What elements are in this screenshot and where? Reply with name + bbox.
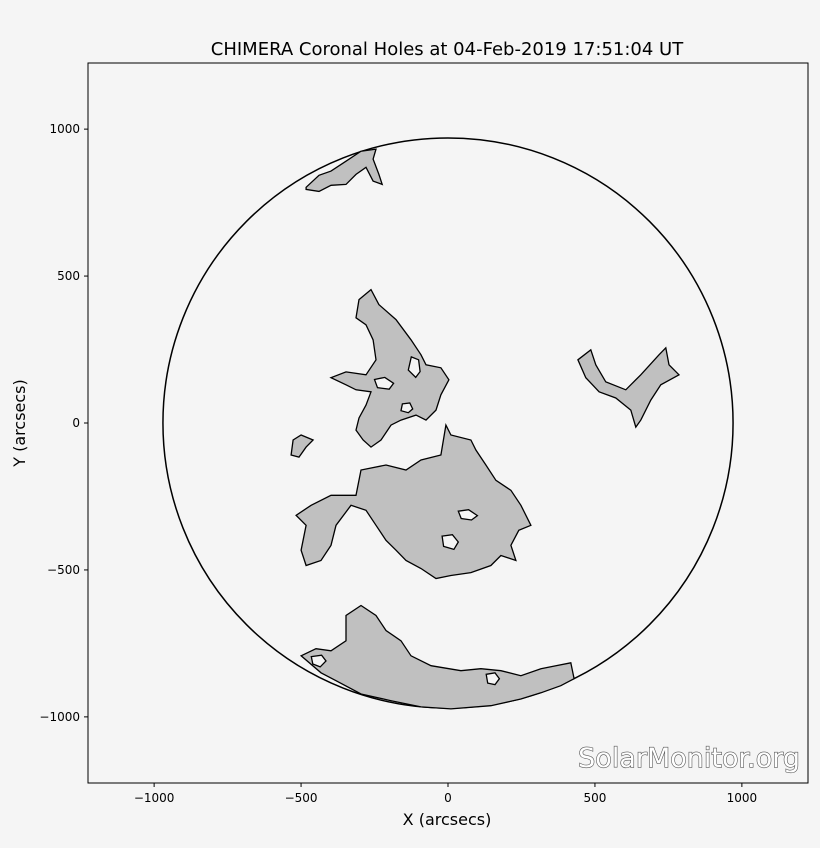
coronal-hole [290,434,315,458]
plot-frame [87,62,809,784]
coronal-hole [305,148,384,193]
x-tick-label: 0 [444,791,452,805]
watermark: SolarMonitor.org [578,743,800,774]
coronal-hole-gap [400,402,414,414]
y-tick-label: −1000 [39,710,80,724]
chart-title: CHIMERA Coronal Holes at 04-Feb-2019 17:… [211,39,684,60]
coronal-hole [577,346,681,429]
x-tick-label: 500 [583,791,606,805]
x-tick-label: −1000 [134,791,175,805]
y-axis-label: Y (arcsecs) [10,379,29,467]
y-tick-label: 500 [57,269,80,283]
coronal-hole [299,604,575,710]
x-axis-label: X (arcsecs) [403,810,492,829]
x-tick-label: 1000 [727,791,758,805]
y-tick-label: −500 [47,563,80,577]
coronal-hole-gap [373,376,395,390]
x-tick-label: −500 [285,791,318,805]
coronal-hole-gap [457,509,479,521]
coronal-hole [295,423,532,580]
y-tick-label: 1000 [49,122,80,136]
coronal-hole-gap [485,672,501,686]
y-tick-label: 0 [72,416,80,430]
coronal-hole-gap [407,356,421,379]
coronal-hole-gap [310,654,327,668]
coronal-hole-gap [441,534,460,551]
coronal-hole [329,288,450,448]
